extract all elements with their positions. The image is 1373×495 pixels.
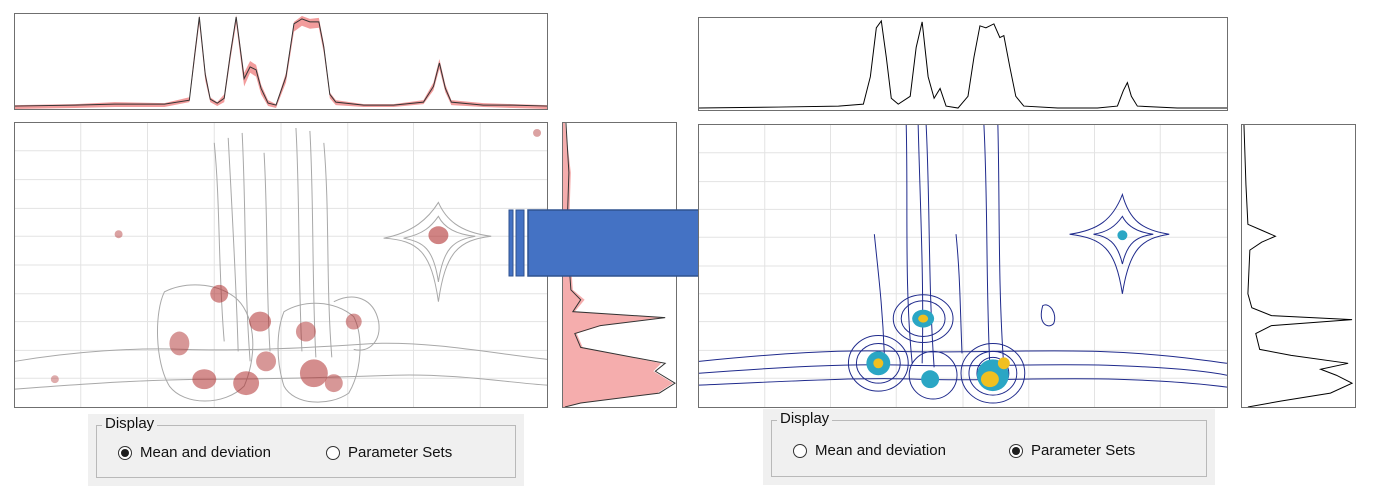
radio-selected-dot [1012, 446, 1020, 455]
left-peak-blobs [50, 128, 542, 396]
display-group-right-frame [771, 420, 1207, 477]
left-top-spectrum-svg [15, 14, 547, 109]
radio-label: Parameter Sets [1031, 442, 1136, 459]
left-contour-svg [15, 123, 547, 407]
left-grid [15, 123, 547, 407]
right-side-spectrum-plot [1241, 124, 1356, 408]
left-contour-lines [15, 127, 547, 403]
radio-circle [326, 445, 340, 460]
radio-label: Mean and deviation [815, 442, 946, 459]
radio-selected-dot [121, 448, 129, 457]
arrow-stripe-2 [515, 209, 525, 277]
right-top-line [699, 19, 1227, 109]
radio-parameter-sets-right[interactable]: Parameter Sets [1009, 442, 1135, 459]
right-grid [699, 125, 1227, 407]
left-contour-plot [14, 122, 548, 408]
right-top-spectrum-svg [699, 19, 1227, 109]
display-group-right-title: Display [777, 410, 833, 428]
right-top-spectrum-plot [698, 17, 1228, 111]
left-top-mean-line [15, 16, 547, 107]
radio-mean-and-deviation-left[interactable]: Mean and deviation [118, 444, 271, 461]
right-side-line [1243, 125, 1354, 407]
radio-label: Mean and deviation [140, 444, 271, 461]
left-top-spectrum-plot [14, 13, 548, 110]
radio-label: Parameter Sets [348, 444, 453, 461]
radio-circle [118, 445, 132, 460]
right-contour-plot [698, 124, 1228, 408]
radio-circle [1009, 443, 1023, 458]
left-side-deviation-band [563, 123, 674, 407]
left-top-deviation-band [15, 14, 547, 109]
display-group-left-title: Display [102, 415, 158, 433]
radio-mean-and-deviation-right[interactable]: Mean and deviation [793, 442, 946, 459]
right-side-spectrum-svg [1243, 125, 1354, 407]
display-group-left-frame [96, 425, 516, 478]
display-group-right: Display Mean and deviation Parameter Set… [763, 409, 1215, 485]
right-peak-blobs [866, 230, 1128, 392]
display-group-left: Display Mean and deviation Parameter Set… [88, 414, 524, 486]
radio-circle [793, 443, 807, 458]
right-contour-svg [699, 125, 1227, 407]
radio-parameter-sets-left[interactable]: Parameter Sets [326, 444, 452, 461]
arrow-stripe-1 [508, 209, 514, 277]
